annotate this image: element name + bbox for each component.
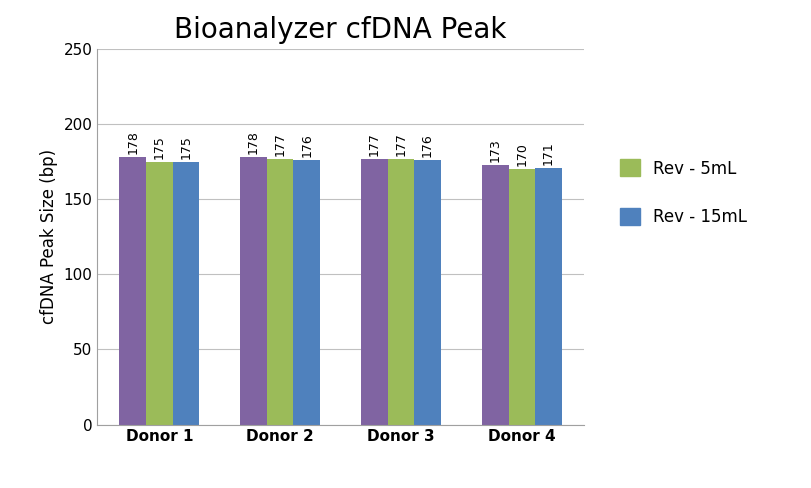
Text: 178: 178 (127, 130, 139, 154)
Text: 175: 175 (152, 135, 165, 159)
Text: 177: 177 (273, 132, 286, 156)
Bar (240, 157, 267, 425)
Bar (119, 157, 146, 425)
Text: 177: 177 (368, 132, 381, 156)
Bar (482, 164, 508, 425)
Y-axis label: cfDNA Peak Size (bp): cfDNA Peak Size (bp) (40, 149, 58, 324)
Text: 176: 176 (421, 133, 434, 157)
Bar (508, 169, 535, 425)
Bar (294, 160, 320, 425)
Text: 171: 171 (542, 141, 555, 164)
Legend: Rev - 5mL, Rev - 15mL: Rev - 5mL, Rev - 15mL (611, 151, 756, 234)
Bar (173, 162, 200, 425)
Text: 173: 173 (489, 138, 502, 162)
Bar (146, 162, 173, 425)
Bar (414, 160, 441, 425)
Text: 175: 175 (179, 135, 192, 159)
Title: Bioanalyzer cfDNA Peak: Bioanalyzer cfDNA Peak (174, 16, 507, 44)
Bar (267, 159, 294, 425)
Bar (535, 167, 562, 425)
Text: 170: 170 (516, 142, 529, 166)
Bar (388, 159, 414, 425)
Text: 177: 177 (395, 132, 408, 156)
Text: 178: 178 (247, 130, 260, 154)
Bar (361, 159, 388, 425)
Text: 176: 176 (300, 133, 313, 157)
